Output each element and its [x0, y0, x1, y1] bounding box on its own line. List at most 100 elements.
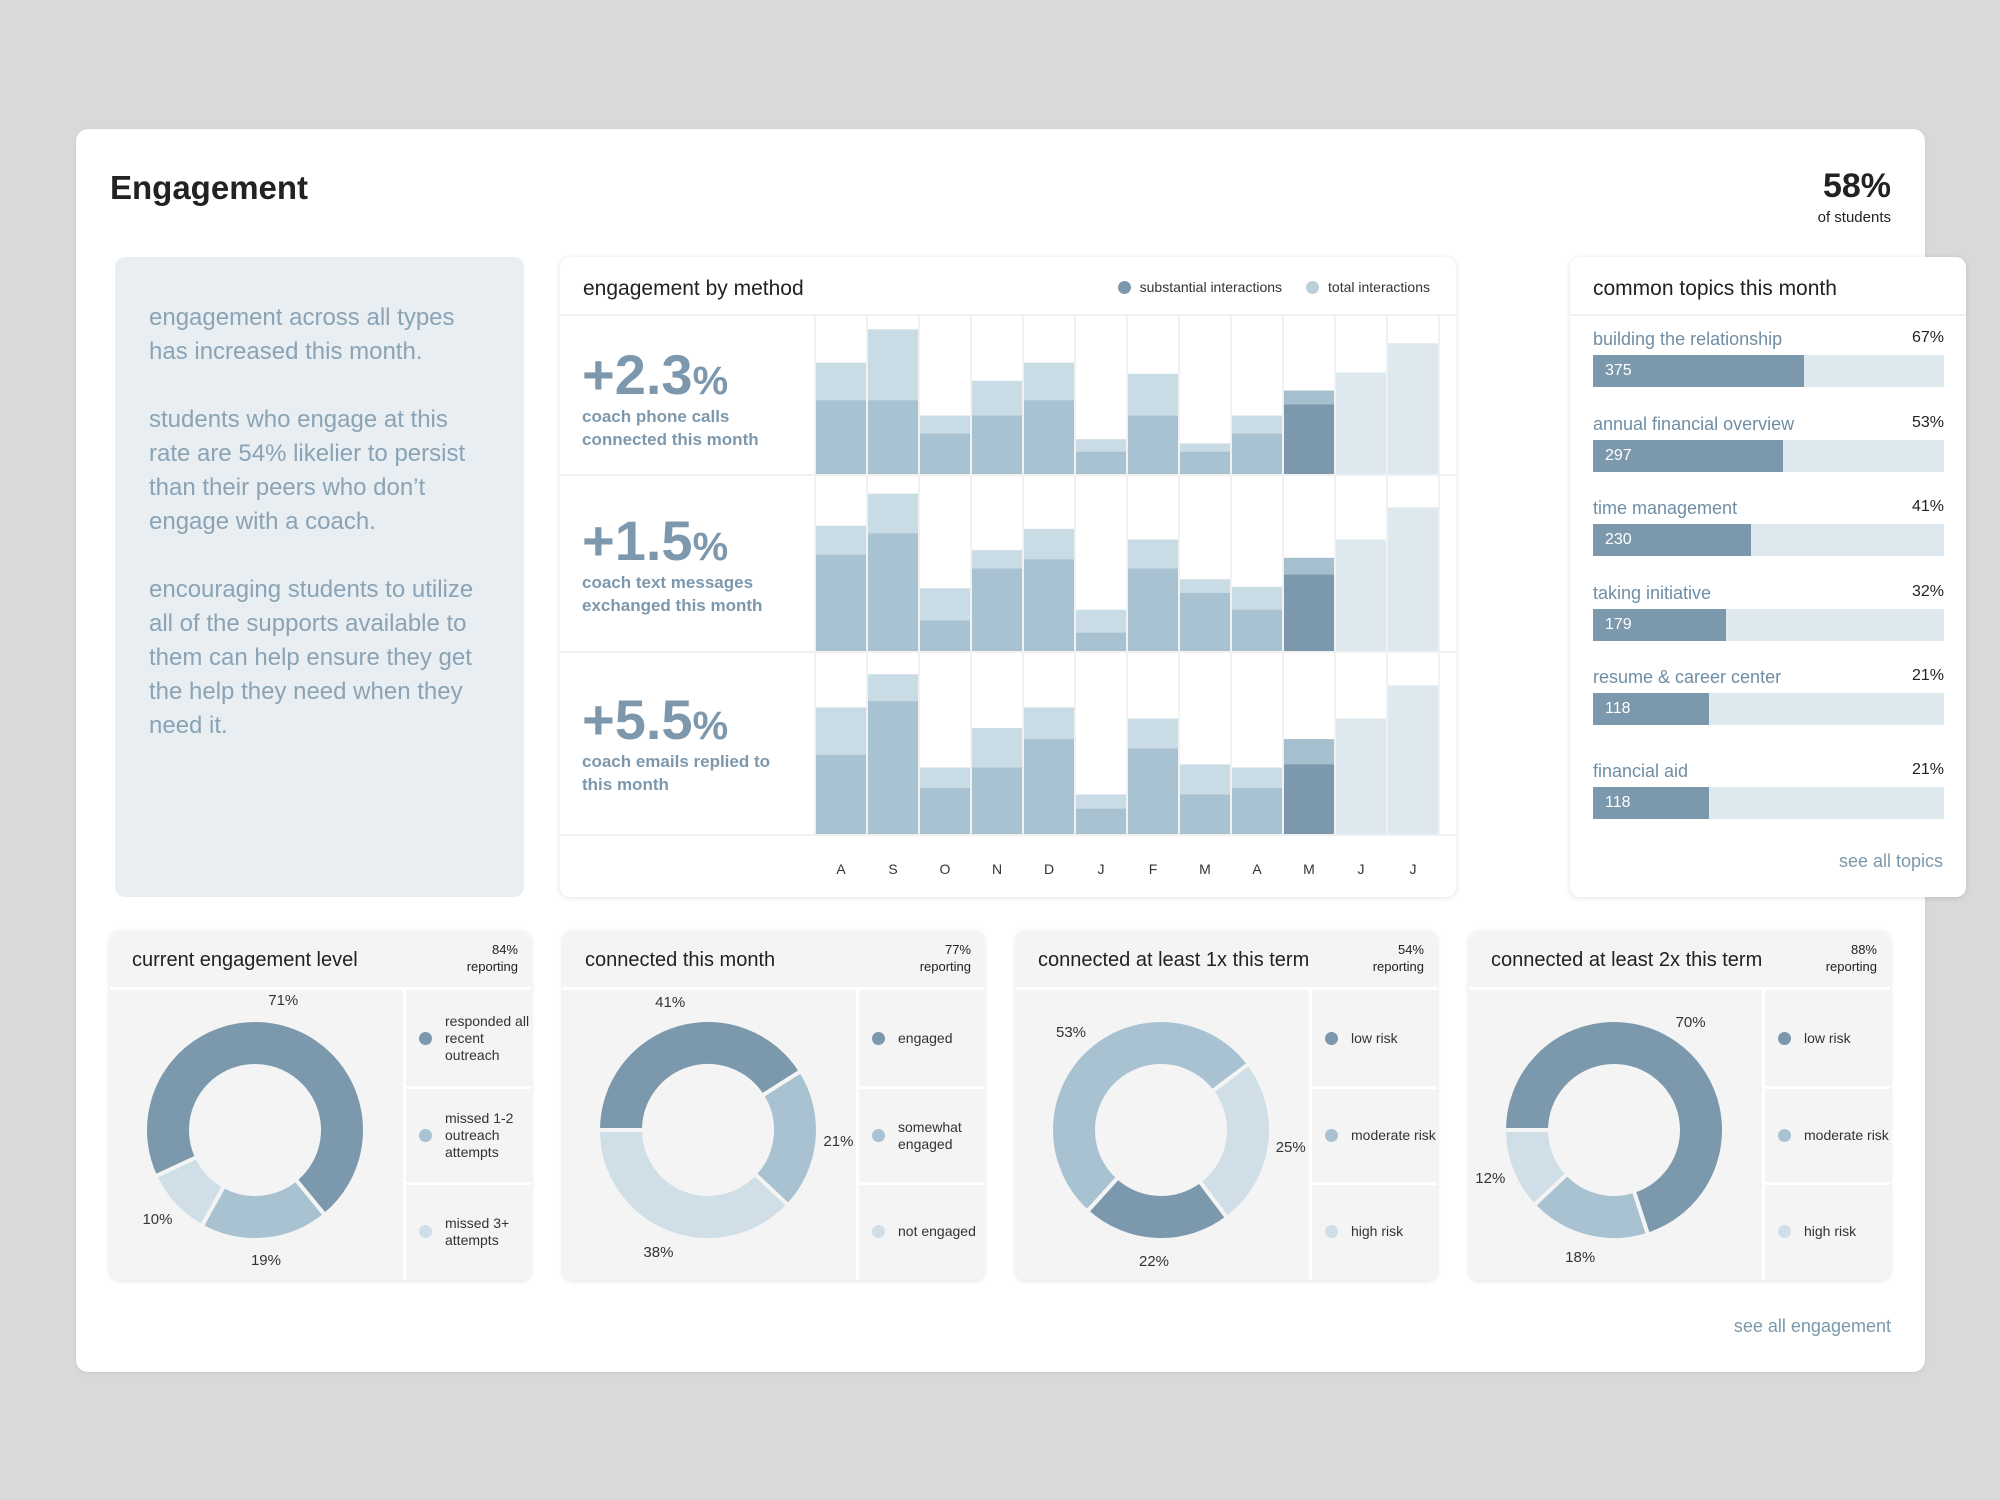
legend-label: not engaged	[898, 1223, 976, 1239]
legend-label: high risk	[1804, 1223, 1857, 1239]
reporting-percent: 77%	[944, 942, 971, 957]
topic-bar-fill	[1593, 524, 1751, 556]
engagement-by-method-card: engagement by method substantial interac…	[560, 257, 1456, 897]
headline-label: of students	[1817, 209, 1891, 226]
grid-line	[1178, 315, 1180, 834]
bar-substantial	[920, 620, 970, 651]
donut-slice	[143, 1018, 367, 1218]
metric-label: coach phone calls connected this month	[582, 407, 759, 449]
topic-name: time management	[1593, 498, 1738, 518]
reporting-percent: 88%	[1850, 942, 1877, 957]
bar-substantial	[1128, 748, 1178, 834]
legend-item: missed 1-2 outreach attempts	[406, 1086, 531, 1182]
metric-email: +5.5% coach emails replied to this month	[582, 692, 802, 796]
reporting-percent: 54%	[1397, 942, 1424, 957]
see-all-topics-link[interactable]: see all topics	[1838, 851, 1943, 871]
bar-substantial	[1024, 559, 1074, 651]
card-title: connected at least 2x this term	[1491, 949, 1763, 971]
topic-percent: 53%	[1911, 414, 1944, 431]
topic-bar-fill	[1593, 609, 1727, 641]
topic-percent: 32%	[1911, 583, 1944, 600]
legend-total: total interactions	[1306, 279, 1430, 295]
topic-name: financial aid	[1593, 761, 1689, 781]
legend-label: total interactions	[1328, 279, 1430, 295]
legend-dot-icon	[1325, 1031, 1338, 1045]
slice-label: 70%	[1675, 1014, 1706, 1032]
see-all-engagement-link[interactable]: see all engagement	[1733, 1316, 1891, 1336]
slice-label: 19%	[250, 1252, 281, 1270]
legend-label: engaged	[898, 1029, 953, 1046]
topic-count: 375	[1605, 362, 1632, 379]
topic-bar-track: 118	[1593, 787, 1944, 819]
topic-percent: 21%	[1911, 761, 1944, 778]
bar-substantial	[1180, 794, 1230, 834]
bar-substantial	[1284, 764, 1334, 834]
month-tick-label: J	[1097, 861, 1105, 877]
bar-substantial	[1180, 592, 1230, 651]
grid-line	[814, 315, 816, 834]
month-tick-label: S	[888, 861, 898, 877]
bar-substantial	[1128, 568, 1178, 651]
month-tick-label: D	[1043, 861, 1055, 877]
month-tick-label: A	[836, 861, 846, 877]
slice-label: 53%	[1055, 1023, 1087, 1041]
card-title: connected this month	[585, 949, 776, 971]
donut-chart	[143, 1018, 367, 1242]
metric-value: +5.5%	[582, 692, 802, 748]
bar-total	[1388, 343, 1438, 474]
bar-substantial	[920, 788, 970, 834]
reporting-stat: 54% reporting	[1373, 941, 1424, 975]
topic-count: 230	[1605, 531, 1632, 548]
reporting-stat: 84% reporting	[467, 941, 518, 975]
row-divider	[560, 834, 1456, 836]
metric-unit: %	[692, 359, 729, 403]
bar-total	[1336, 718, 1386, 834]
legend-label: moderate risk	[1351, 1127, 1436, 1143]
month-tick-label: A	[1252, 861, 1262, 877]
metric-unit: %	[692, 704, 729, 748]
topic-percent: 21%	[1911, 667, 1944, 684]
legend-item: high risk	[1765, 1182, 1890, 1278]
bar-substantial	[868, 701, 918, 834]
row-divider	[560, 651, 1456, 653]
legend-item: somewhat engaged	[859, 1086, 984, 1182]
topic-bar-fill	[1593, 440, 1783, 472]
insight-card: engagement across all types has increase…	[115, 257, 524, 897]
reporting-label: reporting	[919, 959, 971, 974]
topic-bar-track: 297	[1593, 440, 1944, 472]
legend-item: not engaged	[859, 1182, 984, 1278]
metric-number: +1.5	[582, 509, 693, 572]
legend-dot-icon	[872, 1031, 885, 1045]
bar-total	[1336, 539, 1386, 651]
month-tick-label: O	[939, 861, 951, 877]
legend-dot-icon	[1117, 280, 1131, 294]
slice-label: 38%	[643, 1243, 674, 1261]
bar-substantial	[1076, 808, 1126, 834]
bar-substantial	[1180, 451, 1230, 474]
topic-count: 179	[1605, 616, 1632, 633]
bar-substantial	[868, 533, 918, 651]
legend-label: low risk	[1804, 1029, 1851, 1046]
slice-label: 71%	[268, 992, 299, 1010]
donut-legend: low risk moderate risk high risk	[1762, 990, 1890, 1280]
metric-unit: %	[692, 525, 729, 569]
bar-substantial	[972, 568, 1022, 651]
common-topics-card: common topics this month building the re…	[1570, 257, 1966, 897]
divider	[563, 987, 984, 990]
legend-label: missed 1-2 outreach attempts	[445, 1110, 514, 1160]
bar-substantial	[1128, 415, 1178, 474]
bar-substantial	[1284, 404, 1334, 474]
headline-stat: 58% of students	[1818, 169, 1891, 226]
legend-item: low risk	[1312, 990, 1437, 1086]
legend-label: high risk	[1351, 1223, 1404, 1239]
metric-label: coach emails replied to this month	[582, 752, 771, 794]
bar-substantial	[1076, 632, 1126, 651]
donut-legend: responded all recent outreach missed 1-2 …	[403, 990, 531, 1280]
legend-item: moderate risk	[1312, 1086, 1437, 1182]
grid-line	[1334, 315, 1336, 834]
legend-substantial: substantial interactions	[1117, 279, 1282, 295]
legend-label: responded all recent outreach	[445, 1012, 530, 1063]
grid-line	[1230, 315, 1232, 834]
topic-bar-track: 230	[1593, 524, 1944, 556]
